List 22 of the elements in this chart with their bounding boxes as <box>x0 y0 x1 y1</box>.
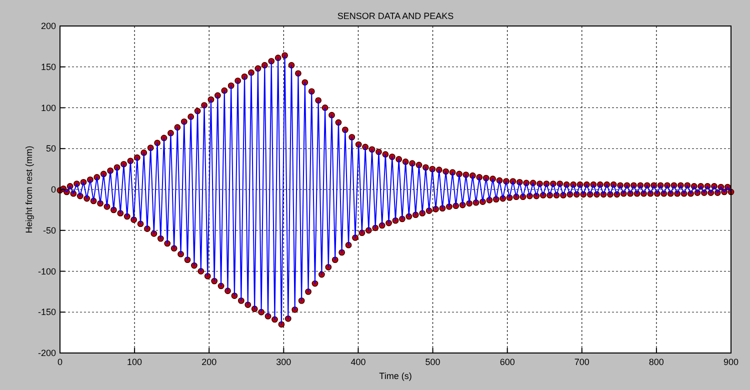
x-tick-label: 900 <box>723 357 739 367</box>
x-axis-title: Time (s) <box>379 371 412 381</box>
y-tick-label: 150 <box>40 62 56 72</box>
x-tick-label: 0 <box>57 357 63 367</box>
x-tick-label: 600 <box>500 357 515 367</box>
x-tick-label: 300 <box>276 357 292 367</box>
y-tick-label: 0 <box>50 184 56 194</box>
x-tick-label: 800 <box>648 357 664 367</box>
x-tick-label: 700 <box>574 357 590 367</box>
y-tick-label: 100 <box>40 102 56 113</box>
y-tick-label: -50 <box>42 225 56 236</box>
y-tick-label: -150 <box>38 307 56 318</box>
y-tick-label: -100 <box>38 266 56 276</box>
y-tick-label: -200 <box>38 348 56 358</box>
chart-title: SENSOR DATA AND PEAKS <box>337 11 454 21</box>
x-tick-label: 100 <box>127 357 142 367</box>
x-tick-label: 400 <box>350 357 366 367</box>
y-tick-label: 200 <box>40 21 56 31</box>
y-tick-label: 50 <box>46 144 56 154</box>
y-axis-title: Height from rest (mm) <box>24 146 34 234</box>
x-tick-label: 200 <box>202 357 217 367</box>
x-tick-label: 500 <box>425 357 440 367</box>
